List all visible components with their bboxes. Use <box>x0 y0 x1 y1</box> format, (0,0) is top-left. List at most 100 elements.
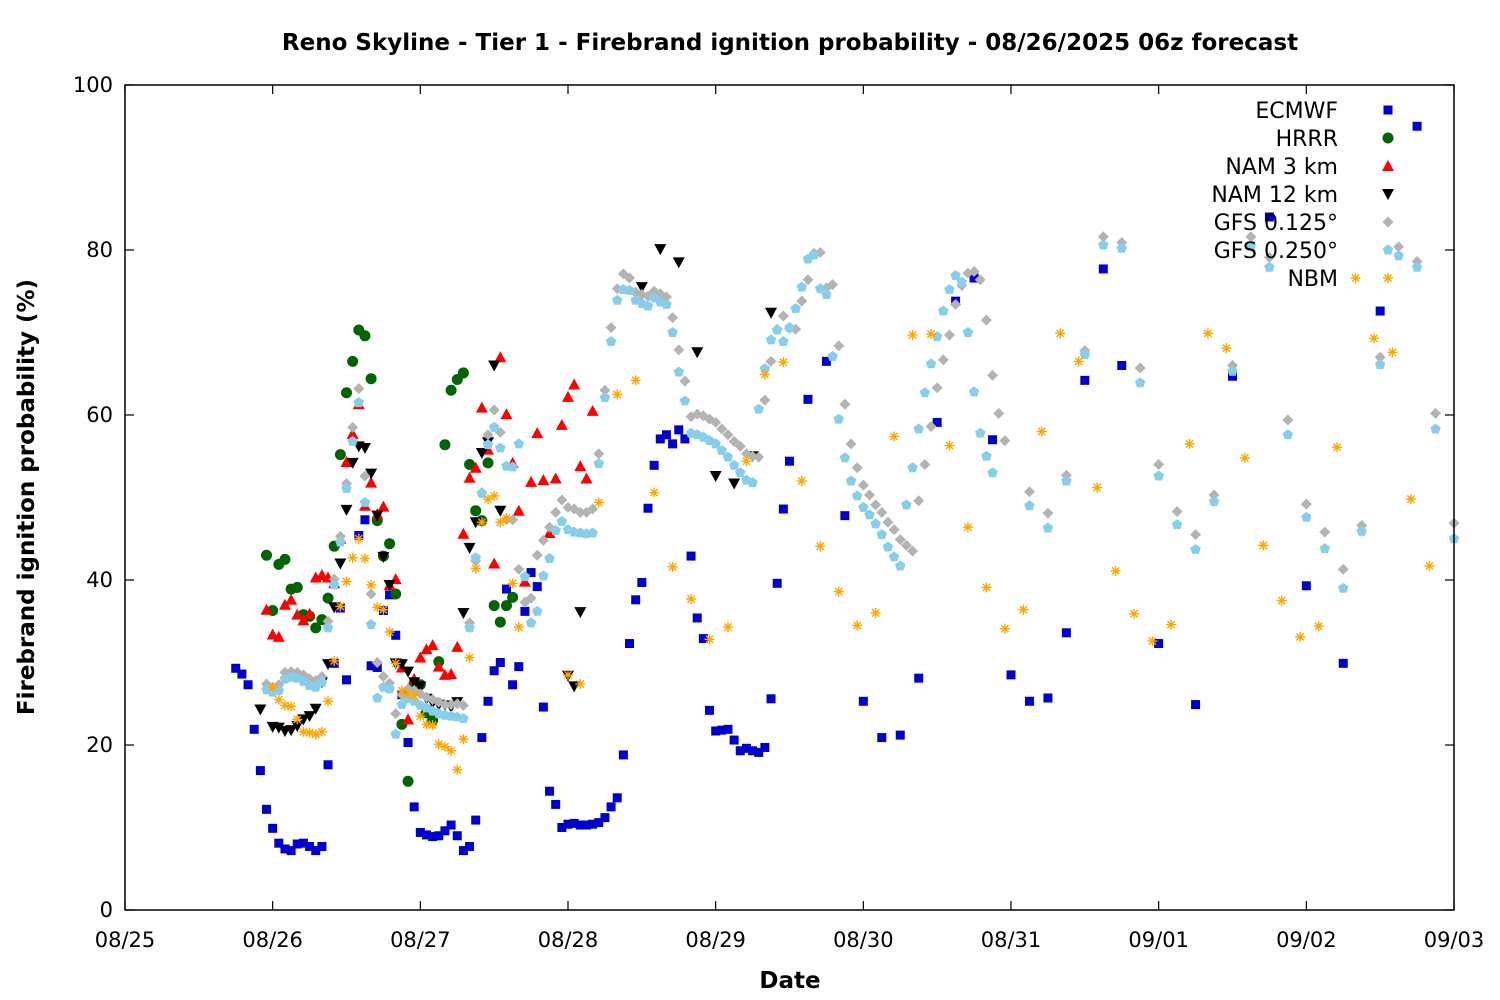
data-point <box>316 676 328 687</box>
data-point <box>1116 242 1127 253</box>
data-point <box>334 449 346 461</box>
data-point <box>365 476 378 488</box>
data-point <box>384 538 396 550</box>
chart-title: Reno Skyline - Tier 1 - Firebrand igniti… <box>282 30 1298 56</box>
data-point <box>545 786 555 796</box>
data-point <box>655 434 665 444</box>
data-point <box>1043 693 1053 703</box>
data-point <box>611 294 623 305</box>
data-point <box>1023 486 1035 498</box>
data-point <box>458 734 469 745</box>
data-point <box>851 490 863 501</box>
data-point <box>390 588 402 600</box>
data-point <box>845 438 857 450</box>
data-point <box>1393 250 1404 261</box>
data-point <box>1153 459 1165 470</box>
data-point <box>457 367 469 379</box>
data-point <box>710 416 722 428</box>
data-point <box>968 265 980 277</box>
data-point <box>415 827 425 837</box>
data-point <box>661 298 672 309</box>
data-point <box>470 563 481 574</box>
data-point <box>291 608 304 620</box>
data-point <box>353 383 365 395</box>
data-point <box>735 467 746 478</box>
legend-label: NAM 3 km <box>1225 155 1338 180</box>
data-point <box>759 394 771 406</box>
data-point <box>261 549 273 561</box>
data-point <box>581 820 591 830</box>
data-point <box>1147 636 1158 647</box>
data-point <box>316 726 327 737</box>
data-point <box>272 630 285 642</box>
y-tick-label: 0 <box>100 898 113 922</box>
y-tick-label: 60 <box>86 403 113 427</box>
data-point <box>322 622 334 633</box>
data-point <box>483 696 493 706</box>
data-point <box>1356 525 1367 536</box>
data-point <box>555 418 568 430</box>
data-point <box>790 303 801 314</box>
data-point <box>501 584 511 594</box>
data-point <box>489 490 500 501</box>
data-point <box>870 518 881 529</box>
data-point <box>297 614 310 626</box>
axes: 0 20 40 60 80 100 08/25 08/26 08/27 08/28 08/29 08/… <box>73 73 1484 952</box>
data-point <box>347 435 358 446</box>
legend-label: NBM <box>1287 267 1338 292</box>
data-point <box>594 818 604 828</box>
data-point <box>839 452 851 463</box>
data-point <box>538 570 549 581</box>
legend-label: ECMWF <box>1255 99 1338 124</box>
series-nam-3-km <box>260 351 599 725</box>
data-point <box>464 652 475 663</box>
data-point <box>1332 442 1343 453</box>
data-point <box>488 600 500 612</box>
data-point <box>777 310 789 322</box>
data-point <box>919 387 931 398</box>
data-point <box>1134 362 1146 374</box>
data-point <box>525 592 537 604</box>
x-tick-label: 08/29 <box>685 928 746 952</box>
data-point <box>599 384 611 396</box>
data-point <box>231 663 241 673</box>
data-point <box>925 421 937 433</box>
data-point <box>445 384 457 396</box>
data-point <box>428 832 438 842</box>
data-point <box>704 634 715 645</box>
data-point <box>341 576 352 587</box>
data-point <box>488 360 501 372</box>
data-point <box>876 506 888 518</box>
data-point <box>451 640 464 652</box>
data-point <box>317 841 327 851</box>
data-point <box>328 579 340 590</box>
data-point <box>366 661 376 671</box>
data-point <box>709 471 722 483</box>
data-point <box>427 720 438 731</box>
data-point <box>672 257 685 269</box>
data-point <box>390 728 401 739</box>
data-point <box>975 427 986 438</box>
data-point <box>415 711 426 722</box>
data-point <box>322 615 334 627</box>
plot-area <box>231 121 1460 856</box>
data-point <box>513 438 525 449</box>
data-point <box>1282 414 1294 426</box>
data-point <box>359 553 370 564</box>
data-point <box>371 510 384 522</box>
data-point <box>1239 452 1250 463</box>
data-point <box>514 662 524 672</box>
data-point <box>482 429 494 441</box>
data-point <box>452 831 462 841</box>
legend-marker-nam-3-km <box>1382 160 1394 171</box>
data-point <box>778 336 789 347</box>
data-point <box>384 626 395 637</box>
data-point <box>311 846 321 856</box>
data-point <box>549 472 562 484</box>
data-point <box>395 659 408 671</box>
data-point <box>895 560 906 571</box>
data-point <box>365 468 378 480</box>
data-point <box>900 539 912 551</box>
data-point <box>508 680 518 690</box>
data-point <box>267 682 278 693</box>
